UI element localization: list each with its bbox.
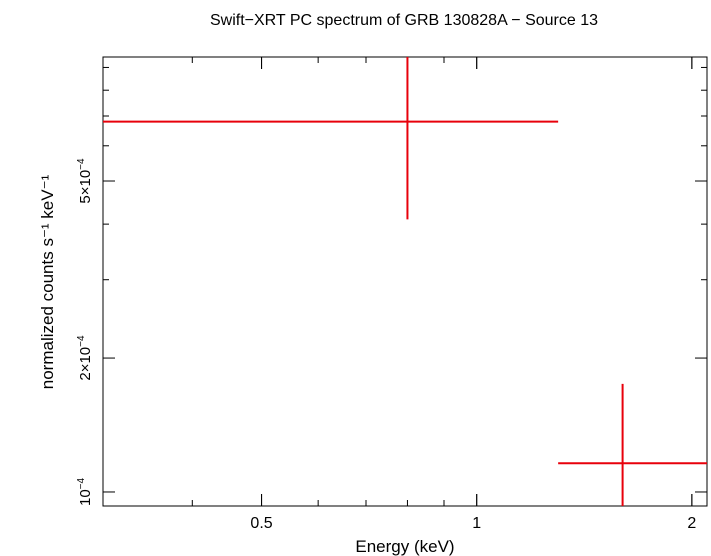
y-axis-tick-labels: 10−4 2×10−4 5×10−4	[76, 158, 94, 506]
data-point	[558, 383, 707, 506]
data-point	[103, 57, 559, 220]
plot-frame	[102, 56, 708, 507]
x-tick-label: 0.5	[250, 515, 272, 532]
x-tick-label: 1	[472, 515, 481, 532]
x-axis-tick-labels: 0.5 1 2	[250, 515, 696, 532]
data-points	[103, 57, 707, 506]
y-tick-label: 10−4	[76, 477, 94, 506]
x-tick-label: 2	[687, 515, 696, 532]
x-axis-label: Energy (keV)	[355, 537, 454, 556]
y-tick-label: 5×10−4	[76, 158, 94, 204]
y-axis-ticks	[103, 66, 707, 493]
x-axis-ticks	[102, 57, 693, 506]
y-tick-label: 2×10−4	[76, 335, 94, 381]
plot-area	[102, 56, 708, 507]
y-axis-label: normalized counts s⁻¹ keV⁻¹	[38, 174, 57, 389]
chart-title: Swift−XRT PC spectrum of GRB 130828A − S…	[210, 12, 598, 29]
